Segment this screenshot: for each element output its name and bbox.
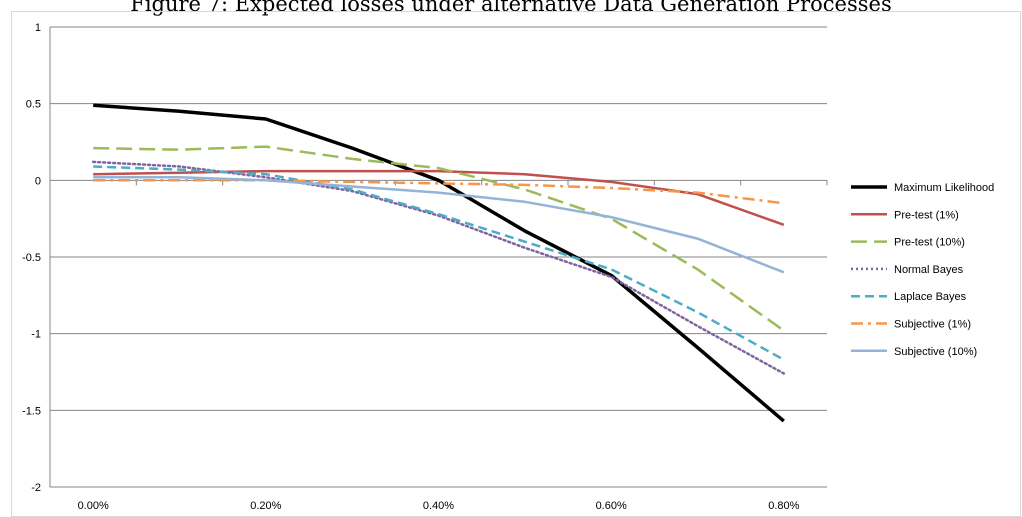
legend-label: Laplace Bayes: [894, 291, 967, 303]
series-line-subjective-10: [93, 176, 785, 274]
series-line-pre-test-10: [93, 145, 785, 332]
series-lines: [91, 103, 786, 423]
gridlines: [50, 26, 827, 488]
y-tick-label: -2: [31, 482, 41, 494]
x-axis-tick-labels: 0.00% 0.20% 0.40% 0.60% 0.80%: [78, 500, 800, 512]
y-tick-label: 0.5: [26, 99, 41, 111]
x-tick-label: 0.20%: [250, 500, 281, 512]
legend-label: Pre-test (10%): [894, 237, 965, 249]
legend-label: Normal Bayes: [894, 264, 964, 276]
y-tick-label: -0.5: [22, 252, 41, 264]
x-tick-label: 0.00%: [78, 500, 109, 512]
legend-label: Subjective (10%): [894, 346, 977, 358]
legend-label: Pre-test (1%): [894, 209, 959, 221]
x-tick-label: 0.40%: [423, 500, 454, 512]
y-tick-label: 1: [35, 22, 41, 34]
y-tick-label: 0: [35, 175, 41, 187]
y-tick-label: -1.5: [22, 405, 41, 417]
y-axis-tick-labels: 1 0.5 0 -0.5 -1 -1.5 -2: [22, 22, 41, 494]
series-line-maximum-likelihood: [93, 103, 785, 423]
series-line-laplace-bayes: [93, 165, 785, 361]
legend-label: Maximum Likelihood: [894, 182, 994, 194]
y-tick-label: -1: [31, 329, 41, 341]
legend-label: Subjective (1%): [894, 319, 971, 331]
x-tick-label: 0.80%: [768, 500, 799, 512]
series-line-subjective-1: [93, 179, 784, 205]
chart-border: [11, 11, 1021, 517]
legend: Maximum Likelihood Pre-test (1%) Pre-test …: [851, 182, 994, 358]
x-tick-label: 0.60%: [596, 500, 627, 512]
